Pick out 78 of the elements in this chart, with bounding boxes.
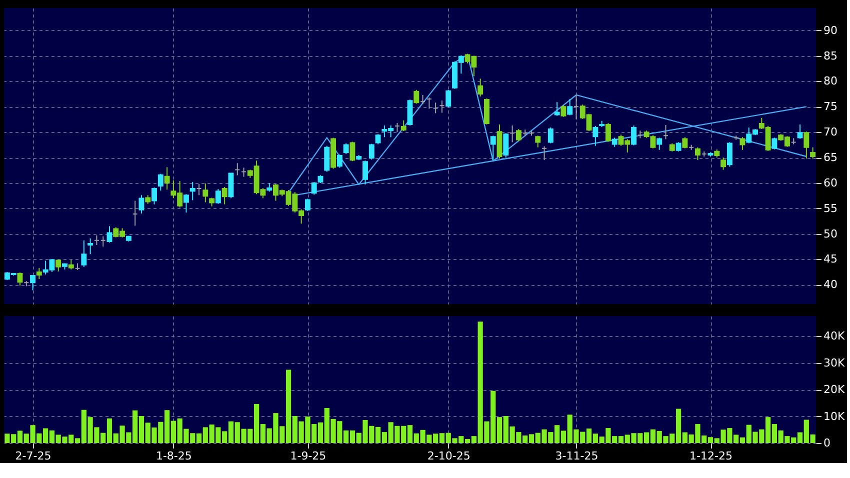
- candlestick: [605, 122, 611, 142]
- candlestick: [350, 141, 356, 162]
- candlestick: [656, 137, 662, 150]
- y-tick-label: 85: [824, 49, 838, 62]
- y-tick-label: 45: [824, 252, 838, 266]
- candlestick: [215, 188, 221, 204]
- candlestick: [516, 128, 522, 142]
- y-tick-label: 40: [824, 278, 838, 292]
- x-tick-label: 1-8-25: [156, 450, 192, 462]
- x-tick-label: 3-11-25: [555, 450, 598, 462]
- candlestick: [478, 78, 484, 97]
- candlestick: [362, 160, 368, 185]
- candlestick: [804, 131, 810, 160]
- y-tick-label: 60: [824, 176, 838, 190]
- candlestick: [311, 181, 317, 196]
- candlestick: [368, 143, 374, 160]
- candlestick: [68, 259, 74, 270]
- line-series: [288, 54, 808, 194]
- candlestick: [36, 267, 42, 280]
- y-tick-label: 10K: [824, 410, 846, 423]
- candlestick: [554, 102, 560, 116]
- candlestick: [158, 173, 164, 192]
- y-tick-label: 50: [824, 227, 838, 240]
- candlestick: [202, 182, 208, 203]
- y-tick-label: 80: [824, 74, 838, 88]
- y-tick-label: 30K: [824, 356, 846, 370]
- candlestick: [407, 99, 413, 126]
- y-tick-label: 65: [824, 151, 838, 164]
- candlestick: [560, 104, 566, 118]
- y-tick-label: 90: [824, 24, 838, 37]
- candlestick: [375, 134, 381, 145]
- x-tick-label: 2-7-25: [15, 450, 52, 462]
- candlestick: [222, 186, 228, 205]
- candlestick: [592, 125, 598, 146]
- candlestick: [343, 142, 349, 154]
- candlestick: [548, 127, 554, 144]
- y-tick-label: 75: [824, 100, 838, 114]
- x-tick-label: 1-12-25: [690, 450, 732, 462]
- candlestick: [164, 166, 170, 190]
- candlestick: [336, 154, 342, 168]
- candlestick: [17, 272, 23, 286]
- candlestick: [726, 142, 732, 168]
- candlestick: [772, 137, 778, 150]
- candlestick: [676, 142, 682, 152]
- candlestick: [567, 98, 573, 116]
- candlestick: [446, 89, 452, 108]
- candlestick: [631, 124, 637, 146]
- candlestick: [81, 240, 87, 268]
- candlestick: [535, 135, 541, 148]
- candlestick: [414, 89, 420, 104]
- candlestick: [106, 226, 112, 243]
- candlestick: [484, 98, 490, 125]
- candlestick: [228, 172, 234, 199]
- y-tick-label: 55: [824, 202, 838, 215]
- y-tick-label: 70: [824, 126, 838, 139]
- candlestick: [30, 274, 36, 291]
- y-tick-label: 20K: [824, 383, 846, 396]
- candlestick: [304, 198, 310, 212]
- candlestick: [694, 146, 700, 161]
- candlestick: [183, 194, 189, 213]
- y-tick-label: 40K: [824, 330, 846, 343]
- x-tick-label: 1-9-25: [290, 450, 326, 462]
- candlestick: [503, 132, 509, 158]
- candlestick: [324, 145, 330, 172]
- candlestick: [682, 136, 688, 149]
- x-tick-label: 2-10-25: [427, 450, 470, 462]
- candlestick: [400, 120, 406, 132]
- candlestick: [190, 181, 196, 201]
- candlestick: [490, 135, 496, 161]
- candlestick: [720, 157, 726, 170]
- candlestick: [740, 136, 746, 150]
- y-tick-label: 0: [824, 436, 830, 450]
- candlestick: [810, 146, 816, 160]
- candlestick: [88, 238, 94, 255]
- candlestick: [138, 194, 144, 214]
- candlestick: [612, 137, 618, 148]
- candlestick: [797, 124, 803, 140]
- candlestick: [152, 187, 157, 205]
